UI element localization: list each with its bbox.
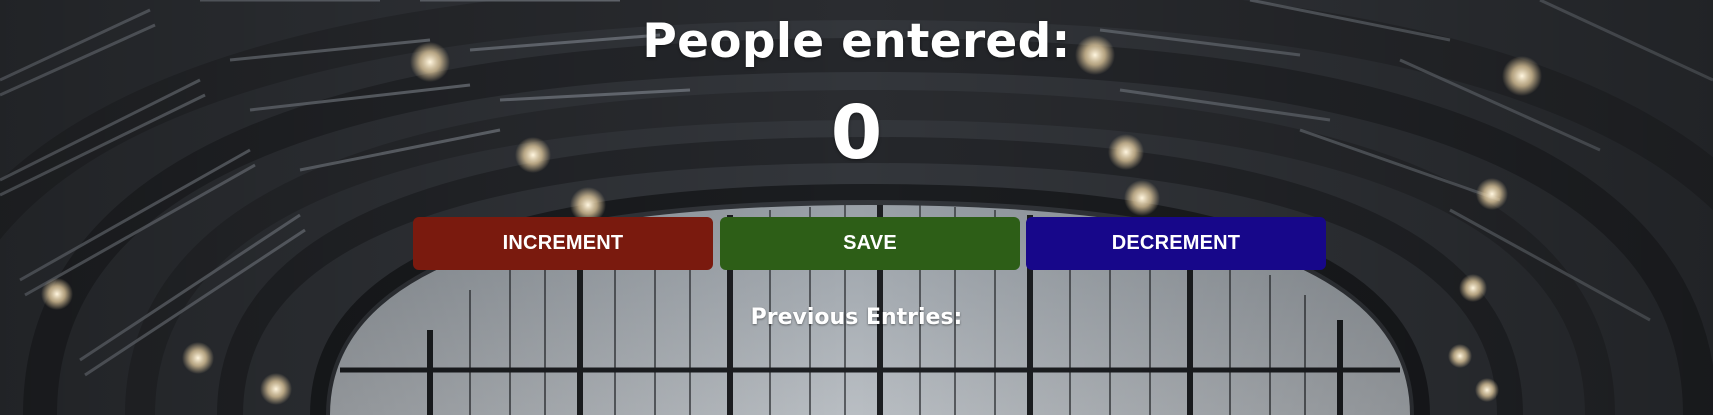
save-button[interactable]: SAVE	[720, 217, 1020, 270]
previous-entries-label: Previous Entries:	[750, 305, 963, 330]
increment-button[interactable]: INCREMENT	[413, 217, 713, 270]
page-title: People entered:	[642, 14, 1071, 69]
decrement-button[interactable]: DECREMENT	[1026, 217, 1326, 270]
people-count: 0	[830, 90, 883, 176]
